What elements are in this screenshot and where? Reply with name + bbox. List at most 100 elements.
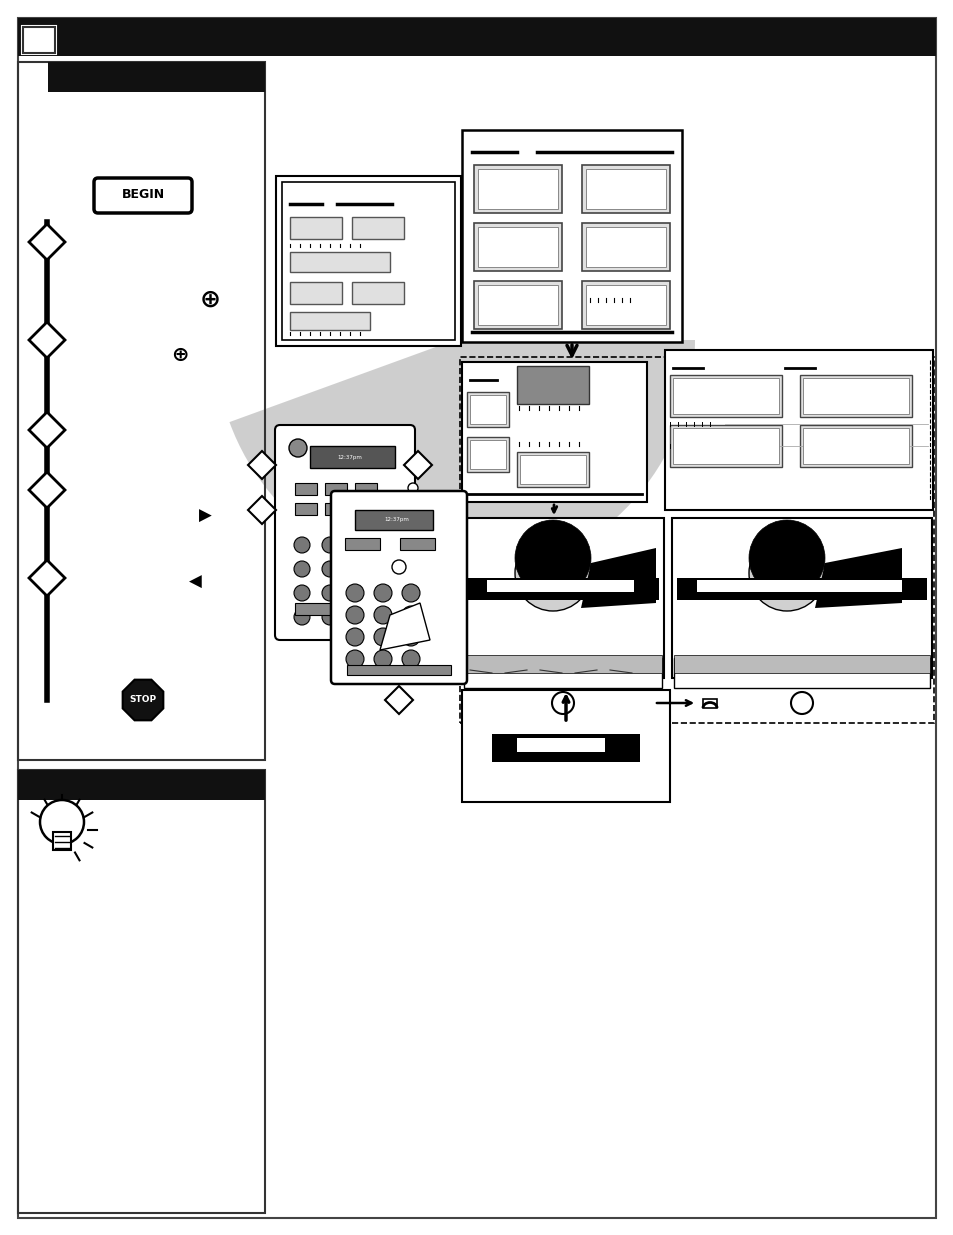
Bar (461, 130, 681, 342)
Circle shape (289, 438, 307, 457)
Polygon shape (379, 603, 430, 650)
Bar (461, 690, 669, 802)
Bar (486, 580, 634, 592)
Bar (672, 378, 779, 414)
Circle shape (374, 629, 392, 646)
Polygon shape (385, 685, 413, 714)
Bar (18, 19, 935, 56)
Circle shape (346, 650, 364, 668)
Bar (275, 177, 460, 346)
Circle shape (552, 692, 574, 714)
Bar (23, 27, 55, 53)
Circle shape (790, 692, 812, 714)
Circle shape (748, 535, 824, 611)
Bar (290, 312, 370, 330)
Bar (581, 165, 669, 212)
Circle shape (374, 650, 392, 668)
Polygon shape (29, 559, 65, 597)
Circle shape (294, 537, 310, 553)
Bar (677, 578, 926, 600)
Bar (474, 165, 561, 212)
Circle shape (294, 561, 310, 577)
Circle shape (350, 609, 366, 625)
Bar (669, 425, 781, 467)
Circle shape (294, 585, 310, 601)
Polygon shape (814, 548, 901, 608)
Bar (461, 517, 663, 678)
Bar (802, 378, 908, 414)
Bar (672, 429, 779, 464)
Circle shape (515, 535, 590, 611)
Circle shape (350, 585, 366, 601)
Polygon shape (29, 224, 65, 261)
Bar (581, 224, 669, 270)
Bar (517, 739, 604, 752)
Wedge shape (230, 340, 695, 580)
Bar (310, 446, 395, 468)
Bar (517, 366, 588, 404)
Circle shape (350, 561, 366, 577)
Bar (18, 769, 265, 800)
Bar (800, 425, 911, 467)
Bar (581, 282, 669, 329)
FancyBboxPatch shape (94, 178, 192, 212)
Circle shape (322, 537, 337, 553)
Bar (673, 658, 929, 688)
Circle shape (350, 537, 366, 553)
Bar (355, 503, 376, 515)
Bar (702, 699, 717, 708)
Bar (18, 769, 265, 1213)
Bar (477, 227, 558, 267)
Bar (355, 483, 376, 495)
Bar (22, 26, 56, 54)
Circle shape (40, 800, 84, 844)
Polygon shape (248, 496, 275, 524)
Text: ⊕: ⊕ (172, 345, 189, 366)
Text: ⊕: ⊕ (199, 288, 220, 312)
Polygon shape (29, 472, 65, 508)
Bar (585, 227, 665, 267)
Polygon shape (123, 679, 163, 720)
Bar (470, 395, 505, 424)
Bar (352, 217, 403, 240)
Circle shape (408, 483, 417, 493)
Circle shape (374, 584, 392, 601)
Polygon shape (580, 548, 656, 608)
Circle shape (322, 609, 337, 625)
Bar (53, 832, 71, 850)
Polygon shape (403, 451, 432, 479)
Text: ◀: ◀ (189, 573, 201, 592)
FancyBboxPatch shape (331, 492, 467, 684)
Bar (459, 357, 933, 722)
Bar (399, 538, 435, 550)
Text: 12:37pm: 12:37pm (337, 454, 362, 459)
Bar (519, 454, 585, 484)
Bar (467, 578, 659, 600)
Bar (669, 375, 781, 417)
FancyBboxPatch shape (274, 425, 415, 640)
Bar (474, 224, 561, 270)
Circle shape (401, 584, 419, 601)
Bar (461, 362, 646, 501)
Circle shape (322, 585, 337, 601)
Circle shape (322, 561, 337, 577)
Bar (585, 285, 665, 325)
Polygon shape (29, 412, 65, 448)
Bar (474, 282, 561, 329)
Bar (492, 734, 639, 762)
Bar (290, 217, 341, 240)
Bar (585, 169, 665, 209)
Bar (664, 350, 932, 510)
Bar (673, 655, 929, 673)
Circle shape (401, 629, 419, 646)
Bar (294, 503, 316, 515)
Circle shape (294, 609, 310, 625)
Polygon shape (248, 451, 275, 479)
Bar (325, 503, 347, 515)
Bar (290, 252, 390, 272)
Polygon shape (29, 322, 65, 358)
Circle shape (346, 606, 364, 624)
Bar (294, 603, 339, 615)
Circle shape (346, 629, 364, 646)
Bar (800, 375, 911, 417)
